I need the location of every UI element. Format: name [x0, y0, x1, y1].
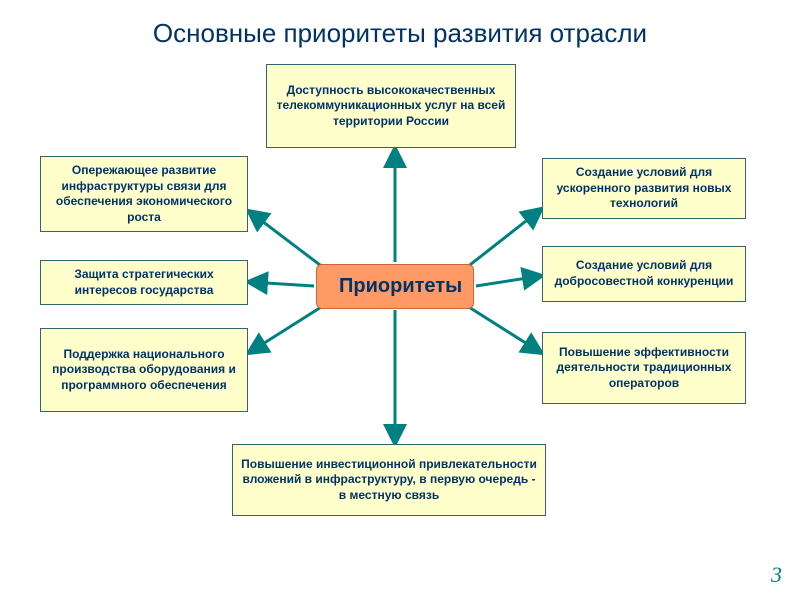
node-label: Повышение эффективности деятельности тра…	[551, 345, 737, 392]
arrow	[466, 210, 540, 268]
node-label: Повышение инвестиционной привлекательнос…	[241, 457, 537, 504]
arrow	[250, 212, 324, 268]
node-top: Доступность высококачественных телекомму…	[266, 64, 516, 148]
node-bottom: Повышение инвестиционной привлекательнос…	[232, 444, 546, 516]
arrow	[464, 304, 540, 352]
node-left-upper: Опережающее развитие инфраструктуры связ…	[40, 156, 248, 232]
arrow	[250, 282, 314, 286]
node-left-lower: Поддержка национального производства обо…	[40, 328, 248, 412]
node-right-upper: Создание условий для ускоренного развити…	[542, 158, 746, 219]
node-right-mid: Создание условий для добросовестной конк…	[542, 246, 746, 302]
node-label: Опережающее развитие инфраструктуры связ…	[49, 163, 239, 225]
node-label: Создание условий для ускоренного развити…	[551, 165, 737, 212]
node-left-mid: Защита стратегических интересов государс…	[40, 260, 248, 305]
page-number: 3	[771, 562, 782, 588]
page-title: Основные приоритеты развития отрасли	[0, 18, 800, 49]
node-label: Доступность высококачественных телекомму…	[275, 83, 507, 130]
node-label: Защита стратегических интересов государс…	[49, 267, 239, 298]
arrow	[250, 304, 326, 352]
arrow	[476, 276, 540, 286]
center-label: Приоритеты	[339, 275, 462, 297]
node-label: Поддержка национального производства обо…	[49, 347, 239, 394]
node-label: Создание условий для добросовестной конк…	[551, 258, 737, 289]
node-right-lower: Повышение эффективности деятельности тра…	[542, 332, 746, 404]
center-node: Приоритеты	[316, 264, 474, 309]
